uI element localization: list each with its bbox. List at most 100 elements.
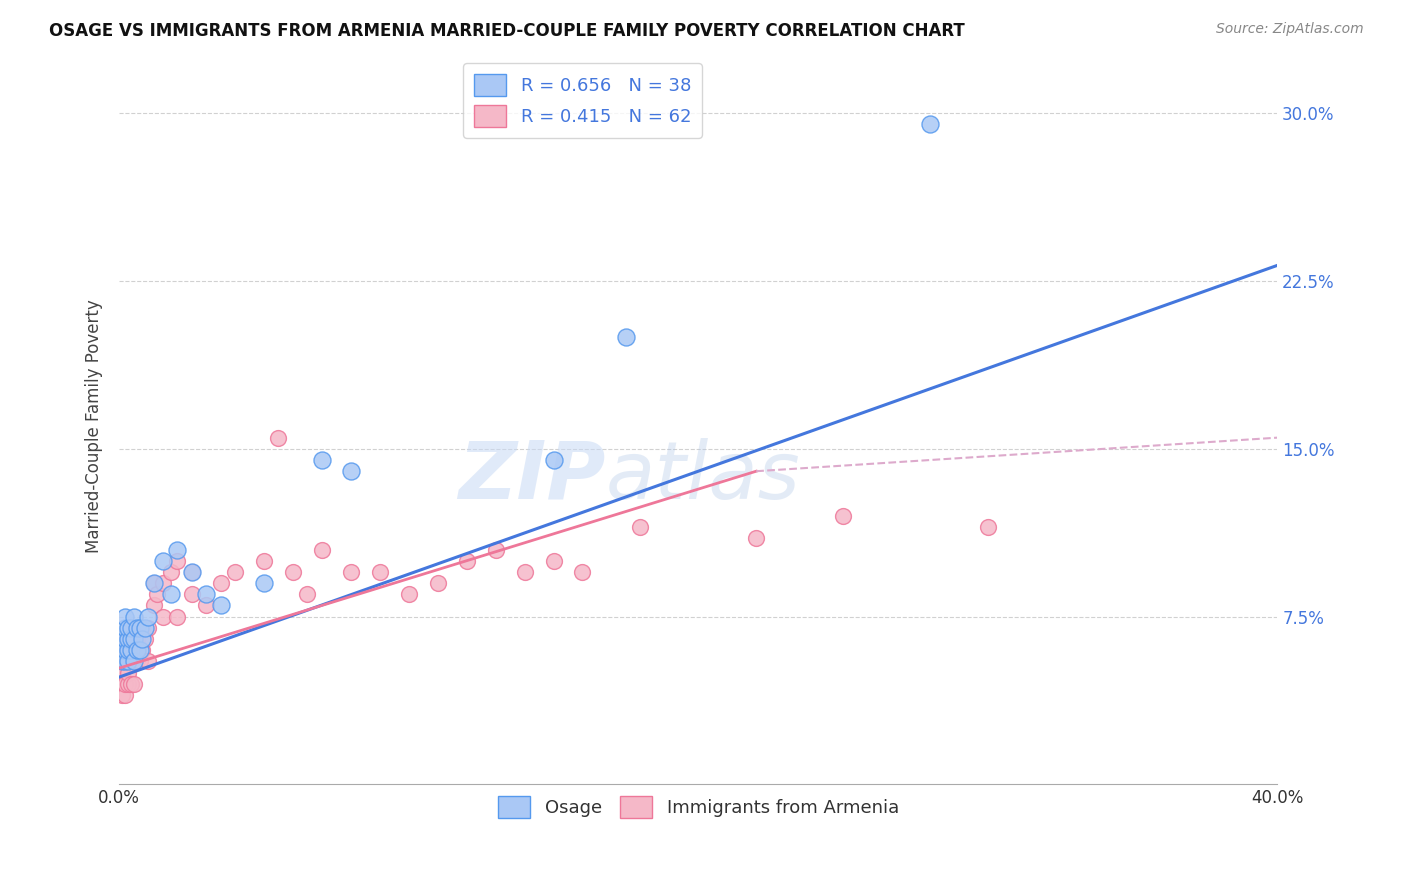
Point [152, 609, 174, 624]
Point [117, 665, 139, 680]
Point [122, 632, 145, 646]
Point [114, 643, 136, 657]
Point [117, 632, 139, 646]
Point [117, 632, 139, 646]
Point [114, 688, 136, 702]
Point [122, 654, 145, 668]
Point [122, 609, 145, 624]
Point [120, 677, 142, 691]
Point [297, 587, 319, 601]
Point [128, 621, 150, 635]
Point [543, 554, 565, 568]
Point [114, 643, 136, 657]
Point [426, 576, 449, 591]
Point [180, 565, 202, 579]
Point [745, 532, 768, 546]
Text: ZIP: ZIP [458, 438, 606, 516]
Point [134, 621, 156, 635]
Point [180, 587, 202, 601]
Point [485, 542, 508, 557]
Point [122, 677, 145, 691]
Point [253, 554, 276, 568]
Point [120, 643, 142, 657]
Point [368, 565, 391, 579]
Point [136, 621, 159, 635]
Point [125, 643, 148, 657]
Point [166, 542, 188, 557]
Point [160, 587, 183, 601]
Point [114, 632, 136, 646]
Point [136, 609, 159, 624]
Point [114, 632, 136, 646]
Point [120, 632, 142, 646]
Point [340, 464, 363, 478]
Point [571, 565, 593, 579]
Point [122, 654, 145, 668]
Point [253, 576, 276, 591]
Point [628, 520, 651, 534]
Point [131, 643, 153, 657]
Point [114, 621, 136, 635]
Point [114, 654, 136, 668]
Point [166, 554, 188, 568]
Point [111, 643, 134, 657]
Point [209, 576, 232, 591]
Point [160, 565, 183, 579]
Point [143, 599, 166, 613]
Legend: Osage, Immigrants from Armenia: Osage, Immigrants from Armenia [491, 789, 905, 825]
Point [120, 621, 142, 635]
Point [180, 565, 202, 579]
Point [114, 677, 136, 691]
Point [117, 677, 139, 691]
Point [125, 632, 148, 646]
Text: Source: ZipAtlas.com: Source: ZipAtlas.com [1216, 22, 1364, 37]
Point [224, 565, 246, 579]
Point [195, 587, 218, 601]
Point [120, 621, 142, 635]
Y-axis label: Married-Couple Family Poverty: Married-Couple Family Poverty [86, 300, 103, 553]
Point [136, 654, 159, 668]
Point [340, 565, 363, 579]
Point [209, 599, 232, 613]
Point [122, 632, 145, 646]
Point [111, 643, 134, 657]
Point [166, 609, 188, 624]
Point [117, 654, 139, 668]
Point [114, 654, 136, 668]
Point [152, 554, 174, 568]
Point [128, 621, 150, 635]
Point [513, 565, 536, 579]
Point [131, 632, 153, 646]
Point [120, 643, 142, 657]
Point [128, 643, 150, 657]
Point [146, 587, 169, 601]
Point [128, 654, 150, 668]
Point [122, 643, 145, 657]
Point [111, 665, 134, 680]
Point [143, 576, 166, 591]
Point [977, 520, 1000, 534]
Point [267, 431, 290, 445]
Point [152, 576, 174, 591]
Point [131, 621, 153, 635]
Text: OSAGE VS IMMIGRANTS FROM ARMENIA MARRIED-COUPLE FAMILY POVERTY CORRELATION CHART: OSAGE VS IMMIGRANTS FROM ARMENIA MARRIED… [49, 22, 965, 40]
Point [117, 643, 139, 657]
Text: atlas: atlas [606, 438, 800, 516]
Point [143, 576, 166, 591]
Point [614, 330, 637, 344]
Point [111, 632, 134, 646]
Point [117, 643, 139, 657]
Point [111, 654, 134, 668]
Point [311, 453, 333, 467]
Point [125, 654, 148, 668]
Point [195, 599, 218, 613]
Point [832, 508, 855, 523]
Point [311, 542, 333, 557]
Point [125, 621, 148, 635]
Point [543, 453, 565, 467]
Point [111, 654, 134, 668]
Point [117, 621, 139, 635]
Point [398, 587, 420, 601]
Point [918, 118, 941, 132]
Point [134, 632, 156, 646]
